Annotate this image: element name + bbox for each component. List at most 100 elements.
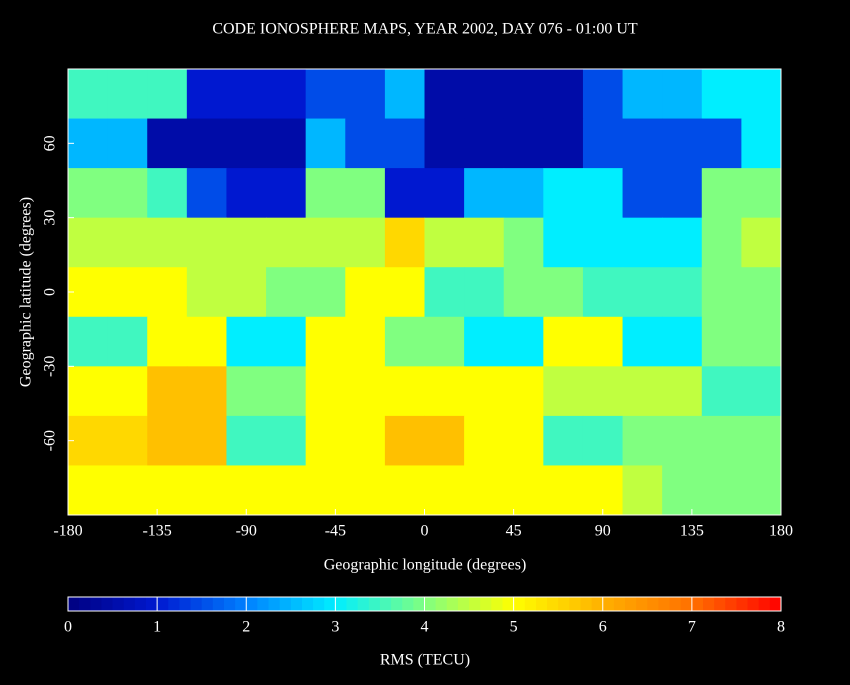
heat-cell bbox=[701, 69, 742, 120]
heat-cell bbox=[226, 217, 267, 268]
heat-cell bbox=[107, 415, 148, 466]
heat-cell bbox=[424, 217, 465, 268]
heat-cell bbox=[345, 465, 386, 516]
heat-cell bbox=[345, 69, 386, 120]
heat-cell bbox=[68, 69, 109, 120]
colorbar-segment bbox=[134, 597, 147, 611]
colorbar-segment bbox=[658, 597, 671, 611]
heat-cell bbox=[662, 69, 703, 120]
y-tick-label: 60 bbox=[42, 135, 59, 151]
colorbar-segment bbox=[558, 597, 570, 611]
colorbar-segment bbox=[491, 597, 503, 611]
heat-cell bbox=[464, 415, 505, 466]
colorbar-label: RMS (TECU) bbox=[380, 652, 470, 669]
colorbar-segment bbox=[379, 597, 392, 611]
heat-cell bbox=[464, 465, 505, 516]
heat-cell bbox=[107, 267, 148, 318]
colorbar-tick-label: 8 bbox=[777, 619, 785, 636]
heat-cell bbox=[662, 217, 703, 268]
heat-cell bbox=[305, 168, 346, 219]
heat-cell bbox=[543, 217, 584, 268]
heat-cell bbox=[68, 415, 109, 466]
heat-cell bbox=[464, 217, 505, 268]
heat-cell bbox=[186, 415, 227, 466]
heat-cell bbox=[582, 217, 624, 268]
colorbar-segment bbox=[535, 597, 548, 611]
heat-cell bbox=[503, 267, 544, 318]
heat-cell bbox=[503, 465, 544, 516]
heat-cell bbox=[741, 69, 782, 120]
colorbar-segment bbox=[547, 597, 559, 611]
heat-cell bbox=[186, 267, 227, 318]
x-tick-label: 135 bbox=[680, 523, 704, 540]
heat-cell bbox=[186, 316, 227, 367]
heat-cell bbox=[503, 217, 544, 268]
heat-cell bbox=[543, 316, 584, 367]
heat-cell bbox=[147, 69, 188, 120]
heat-cell bbox=[701, 366, 742, 417]
heat-cell bbox=[226, 267, 267, 318]
colorbar-segment bbox=[324, 597, 336, 611]
heat-cell bbox=[266, 316, 307, 367]
colorbar-segment bbox=[179, 597, 192, 611]
heat-cell bbox=[107, 168, 148, 219]
x-axis-label: Geographic longitude (degrees) bbox=[324, 557, 527, 574]
heat-cell bbox=[345, 267, 386, 318]
heat-cell bbox=[503, 168, 544, 219]
heat-cell bbox=[741, 316, 782, 367]
heat-cell bbox=[464, 267, 505, 318]
heat-cell bbox=[305, 366, 346, 417]
colorbar-segment bbox=[625, 597, 637, 611]
colorbar-segment bbox=[268, 597, 281, 611]
heat-cell bbox=[741, 267, 782, 318]
heat-cell bbox=[68, 217, 109, 268]
heat-cell bbox=[741, 168, 782, 219]
x-tick-label: 90 bbox=[595, 523, 611, 540]
colorbar-tick-label: 6 bbox=[599, 619, 607, 636]
colorbar-segment bbox=[235, 597, 247, 611]
heat-cell bbox=[68, 316, 109, 367]
colorbar-segment bbox=[736, 597, 749, 611]
heat-cell bbox=[464, 316, 505, 367]
heat-cell bbox=[345, 168, 386, 219]
heat-cell bbox=[741, 118, 782, 169]
heat-cell bbox=[622, 217, 663, 268]
heat-cell bbox=[582, 465, 624, 516]
heat-cell bbox=[701, 316, 742, 367]
heat-cell bbox=[464, 69, 505, 120]
heat-cell bbox=[266, 217, 307, 268]
colorbar-segment bbox=[613, 597, 626, 611]
heat-cell bbox=[384, 168, 425, 219]
colorbar-segment bbox=[725, 597, 737, 611]
heat-cell bbox=[543, 168, 584, 219]
heat-cell bbox=[622, 465, 663, 516]
colorbar-segment bbox=[190, 597, 203, 611]
colorbar-segment bbox=[368, 597, 381, 611]
colorbar-segment bbox=[446, 597, 459, 611]
heat-cell bbox=[107, 118, 148, 169]
colorbar-segment bbox=[480, 597, 492, 611]
heat-cell bbox=[226, 118, 267, 169]
heat-cell bbox=[582, 316, 624, 367]
heat-cell bbox=[384, 267, 425, 318]
heat-cell bbox=[266, 366, 307, 417]
heat-cell bbox=[424, 118, 465, 169]
heat-cell bbox=[226, 316, 267, 367]
heat-cell bbox=[582, 366, 624, 417]
heat-cell bbox=[503, 118, 544, 169]
heat-cell bbox=[543, 415, 584, 466]
heat-cell bbox=[543, 366, 584, 417]
x-tick-label: 0 bbox=[421, 523, 429, 540]
heat-cell bbox=[741, 415, 782, 466]
heat-cell bbox=[226, 415, 267, 466]
heat-cell bbox=[701, 168, 742, 219]
colorbar-segment bbox=[112, 597, 125, 611]
x-tick-label: -135 bbox=[142, 523, 171, 540]
colorbar-segment bbox=[602, 597, 615, 611]
heat-cell bbox=[345, 366, 386, 417]
colorbar-segment bbox=[502, 597, 515, 611]
heat-cell bbox=[503, 69, 544, 120]
heat-cell bbox=[186, 168, 227, 219]
y-axis-label: Geographic latitude (degrees) bbox=[18, 197, 35, 387]
